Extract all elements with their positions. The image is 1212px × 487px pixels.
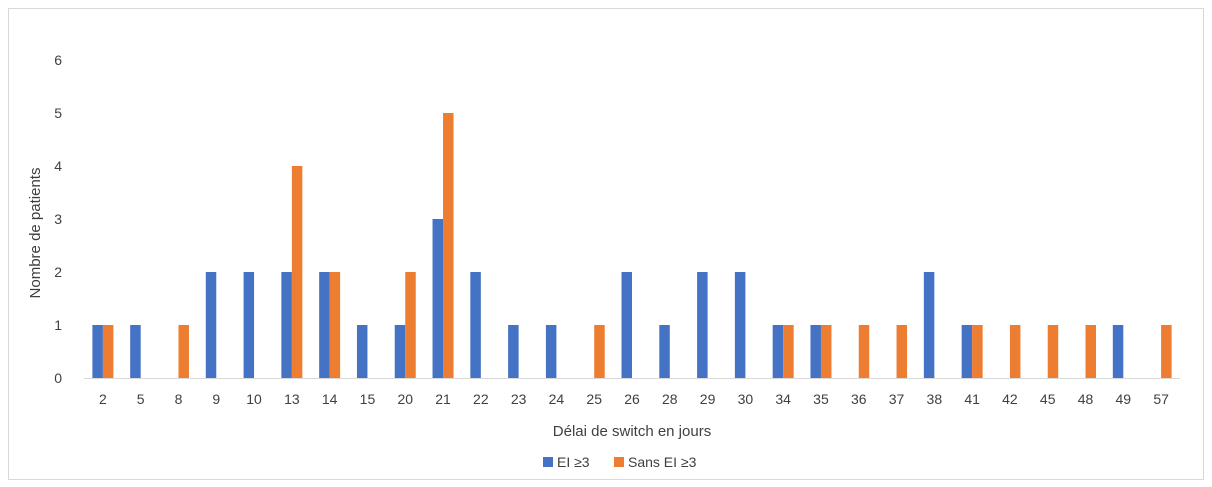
bar-ei-22 bbox=[470, 272, 481, 378]
legend-item-sans-ei: Sans EI ≥3 bbox=[614, 454, 697, 470]
bar-ei-29 bbox=[697, 272, 708, 378]
chart-frame bbox=[8, 8, 1204, 480]
bar-ei-49 bbox=[1112, 325, 1124, 378]
bar-ei-38 bbox=[923, 272, 935, 378]
x-tick-label: 23 bbox=[511, 391, 527, 407]
bar-sans-ei-13 bbox=[291, 166, 303, 378]
x-tick-label: 37 bbox=[889, 391, 905, 407]
x-tick-label: 28 bbox=[662, 391, 678, 407]
x-tick-label: 2 bbox=[99, 391, 107, 407]
x-tick-label: 30 bbox=[738, 391, 754, 407]
bar-ei-21 bbox=[432, 219, 444, 378]
bar-ei-20 bbox=[394, 325, 406, 378]
bar-ei-30 bbox=[734, 272, 746, 378]
bar-ei-26 bbox=[621, 272, 632, 378]
bar-ei-9 bbox=[205, 272, 217, 378]
x-tick-label: 13 bbox=[284, 391, 300, 407]
bars bbox=[92, 113, 1172, 378]
bar-sans-ei-20 bbox=[405, 272, 416, 378]
bar-sans-ei-2 bbox=[102, 325, 114, 378]
bar-sans-ei-8 bbox=[178, 325, 189, 378]
y-tick-label: 4 bbox=[54, 158, 62, 174]
x-tick-label: 49 bbox=[1116, 391, 1132, 407]
x-tick-label: 57 bbox=[1153, 391, 1169, 407]
x-tick-label: 10 bbox=[246, 391, 262, 407]
bar-ei-35 bbox=[810, 325, 821, 378]
y-tick-label: 2 bbox=[54, 264, 62, 280]
x-tick-label: 15 bbox=[360, 391, 376, 407]
bar-sans-ei-36 bbox=[858, 325, 870, 378]
x-tick-label: 14 bbox=[322, 391, 338, 407]
bar-sans-ei-41 bbox=[972, 325, 983, 378]
x-tick-label: 48 bbox=[1078, 391, 1094, 407]
y-axis-title: Nombre de patients bbox=[27, 168, 44, 299]
legend-label-sans-ei: Sans EI ≥3 bbox=[628, 454, 697, 470]
x-tick-label: 36 bbox=[851, 391, 867, 407]
bar-sans-ei-14 bbox=[329, 272, 341, 378]
y-axis-ticks: 0 1 2 3 4 5 6 bbox=[54, 52, 62, 386]
legend-label-ei: EI ≥3 bbox=[557, 454, 590, 470]
y-tick-label: 3 bbox=[54, 211, 62, 227]
x-tick-label: 38 bbox=[927, 391, 943, 407]
bar-sans-ei-37 bbox=[896, 325, 908, 378]
y-tick-label: 5 bbox=[54, 105, 62, 121]
bar-ei-15 bbox=[356, 325, 368, 378]
x-axis-ticks: 2 5 8 9 10 13 14 15 20 21 22 23 24 25 26 28 29 30 34 35 36 37… bbox=[99, 391, 1169, 407]
bar-ei-14 bbox=[319, 272, 330, 378]
x-tick-label: 29 bbox=[700, 391, 716, 407]
bar-sans-ei-35 bbox=[820, 325, 832, 378]
legend-swatch-sans-ei bbox=[614, 457, 624, 467]
x-tick-label: 42 bbox=[1002, 391, 1018, 407]
y-tick-label: 1 bbox=[54, 317, 62, 333]
x-tick-label: 25 bbox=[586, 391, 602, 407]
x-tick-label: 9 bbox=[212, 391, 220, 407]
bar-sans-ei-57 bbox=[1161, 325, 1172, 378]
bar-sans-ei-42 bbox=[1009, 325, 1021, 378]
x-tick-label: 5 bbox=[137, 391, 145, 407]
bar-sans-ei-45 bbox=[1047, 325, 1059, 378]
bar-ei-41 bbox=[961, 325, 973, 378]
bar-sans-ei-34 bbox=[783, 325, 794, 378]
bar-sans-ei-21 bbox=[443, 113, 454, 378]
bar-ei-24 bbox=[545, 325, 557, 378]
bar-ei-10 bbox=[243, 272, 255, 378]
x-tick-label: 35 bbox=[813, 391, 829, 407]
x-tick-label: 8 bbox=[175, 391, 183, 407]
y-tick-label: 0 bbox=[54, 370, 62, 386]
legend-item-ei: EI ≥3 bbox=[543, 454, 590, 470]
x-tick-label: 41 bbox=[964, 391, 980, 407]
x-tick-label: 34 bbox=[775, 391, 791, 407]
x-tick-label: 45 bbox=[1040, 391, 1056, 407]
bar-ei-28 bbox=[659, 325, 670, 378]
bar-ei-34 bbox=[772, 325, 784, 378]
y-tick-label: 6 bbox=[54, 52, 62, 68]
x-axis-title: Délai de switch en jours bbox=[553, 423, 711, 440]
bar-sans-ei-25 bbox=[594, 325, 605, 378]
bar-ei-5 bbox=[130, 325, 141, 378]
x-tick-label: 26 bbox=[624, 391, 640, 407]
legend: EI ≥3 Sans EI ≥3 bbox=[543, 454, 697, 470]
x-tick-label: 20 bbox=[397, 391, 413, 407]
bar-sans-ei-48 bbox=[1085, 325, 1097, 378]
bar-ei-2 bbox=[92, 325, 103, 378]
legend-swatch-ei bbox=[543, 457, 553, 467]
x-tick-label: 21 bbox=[435, 391, 451, 407]
bar-ei-13 bbox=[281, 272, 292, 378]
bar-ei-23 bbox=[508, 325, 519, 378]
x-tick-label: 24 bbox=[549, 391, 565, 407]
x-tick-label: 22 bbox=[473, 391, 489, 407]
